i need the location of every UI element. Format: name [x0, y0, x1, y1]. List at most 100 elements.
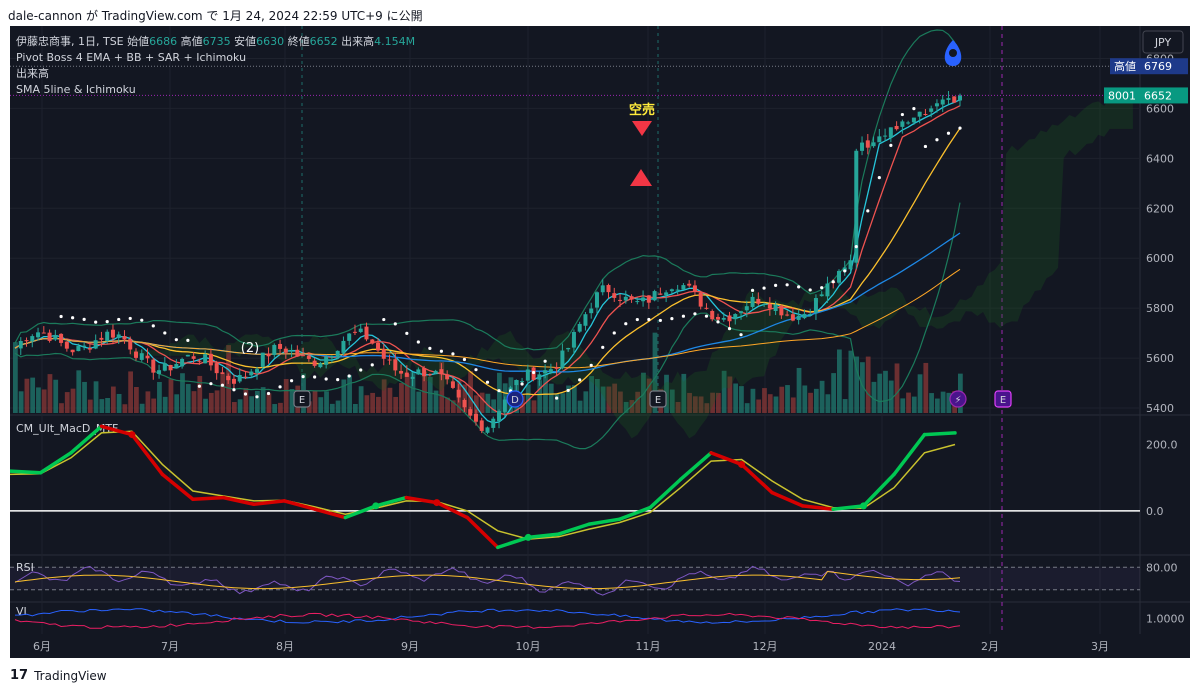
sar-dot — [624, 322, 628, 326]
candle-body — [802, 313, 807, 319]
candle-body — [629, 296, 634, 300]
candle — [59, 333, 64, 347]
sar-dot — [774, 283, 778, 287]
candle-body — [191, 356, 196, 359]
event-marker-text: E — [299, 395, 305, 406]
candle — [105, 329, 110, 344]
brand-name: TradingView — [34, 668, 107, 683]
sma-long — [14, 268, 961, 369]
candle — [422, 365, 427, 382]
candle — [70, 349, 75, 356]
volume-bar — [900, 398, 906, 413]
legend-value: 始値 — [127, 34, 149, 48]
volume-bar — [600, 386, 606, 413]
sar-dot — [209, 382, 213, 386]
candle — [301, 347, 306, 357]
volume-bar — [191, 391, 197, 413]
currency-label: JPY — [1154, 36, 1172, 49]
candle-body — [53, 335, 58, 340]
volume-bar — [577, 400, 583, 413]
volume-bar — [560, 393, 566, 413]
sell-arrow-icon — [632, 121, 652, 136]
volume-bar — [525, 384, 531, 413]
volume-bar — [47, 374, 53, 413]
chart-canvas[interactable]: 6月 7月 8月 9月 10月 11月 12月 2024 2月 3月 5400 5600 5800 600… — [10, 26, 1190, 658]
volume-bar — [894, 363, 900, 413]
candle-body — [18, 340, 23, 349]
volume-bar — [439, 361, 445, 413]
candle — [306, 352, 311, 362]
sar-dot — [578, 378, 582, 382]
volume-bar — [819, 380, 825, 413]
tradingview-logo[interactable]: 17 TradingView — [10, 668, 107, 683]
candle — [266, 347, 271, 364]
candle-body — [958, 95, 962, 101]
candle-body — [900, 121, 905, 127]
volume-bar — [715, 392, 721, 413]
candle — [560, 343, 565, 370]
candle-body — [30, 336, 35, 342]
volume-bar — [306, 401, 312, 413]
candle — [249, 368, 254, 379]
volume-bar — [871, 381, 877, 413]
candle — [64, 341, 69, 352]
x-tick-label: 8月 — [276, 640, 294, 653]
candle — [721, 312, 726, 322]
candle-body — [491, 418, 496, 428]
candle-body — [497, 411, 502, 422]
volume-bar — [762, 388, 767, 413]
candle-body — [352, 331, 357, 333]
volume-bar — [168, 379, 174, 413]
candle-body — [41, 332, 46, 334]
candle-body — [635, 301, 640, 303]
volume-bar — [520, 395, 525, 413]
volume-bar — [105, 397, 110, 413]
volume-bar — [756, 399, 762, 413]
candle-body — [641, 297, 646, 302]
sar-dot — [313, 375, 317, 379]
candle-body — [894, 125, 899, 130]
event-marker-earnings: E — [649, 390, 667, 408]
macd-line-segment — [374, 495, 409, 508]
vi-plus-line — [14, 608, 961, 624]
candle — [358, 323, 363, 334]
candle-body — [739, 311, 744, 314]
volume-bar — [41, 389, 47, 413]
y-tick-label: 6000 — [1146, 252, 1174, 265]
sar-dot — [370, 363, 374, 367]
volume-bar — [531, 400, 537, 413]
candle-body — [370, 339, 375, 344]
candle — [888, 127, 893, 143]
candle — [468, 406, 473, 419]
candle-body — [750, 296, 755, 307]
currency-button[interactable]: JPY — [1142, 30, 1184, 54]
y-tick-label: 5800 — [1146, 302, 1174, 315]
volume-bar — [185, 384, 191, 413]
candle — [203, 350, 208, 364]
volume-bar — [249, 396, 255, 413]
volume-bar — [491, 399, 497, 413]
short-sell-label: 空売 — [629, 102, 655, 118]
sar-dot — [197, 384, 201, 388]
candle — [289, 344, 294, 358]
indicator-legend-2: SMA 5line & Ichimoku — [16, 83, 136, 96]
volume-bar — [929, 393, 934, 413]
volume-bar — [231, 402, 237, 413]
legend-value: 伊藤忠商事, 1日, TSE — [16, 34, 127, 48]
candle-body — [255, 369, 260, 373]
candle — [946, 91, 951, 105]
volume-bar — [64, 392, 70, 413]
candle-body — [301, 355, 306, 357]
sar-dot — [105, 320, 109, 324]
candle — [681, 282, 686, 290]
vi-title: VI — [16, 605, 27, 618]
candle — [180, 357, 185, 369]
sar-dot — [935, 138, 939, 142]
volume-bar — [59, 403, 64, 413]
candle — [208, 348, 213, 371]
chart-area[interactable]: 6月 7月 8月 9月 10月 11月 12月 2024 2月 3月 5400 5600 5800 600… — [10, 26, 1190, 658]
volume-bar — [197, 375, 203, 413]
rsi-y-tick: 80.00 — [1146, 561, 1178, 574]
rsi-band — [10, 567, 1140, 590]
candle — [324, 354, 329, 369]
